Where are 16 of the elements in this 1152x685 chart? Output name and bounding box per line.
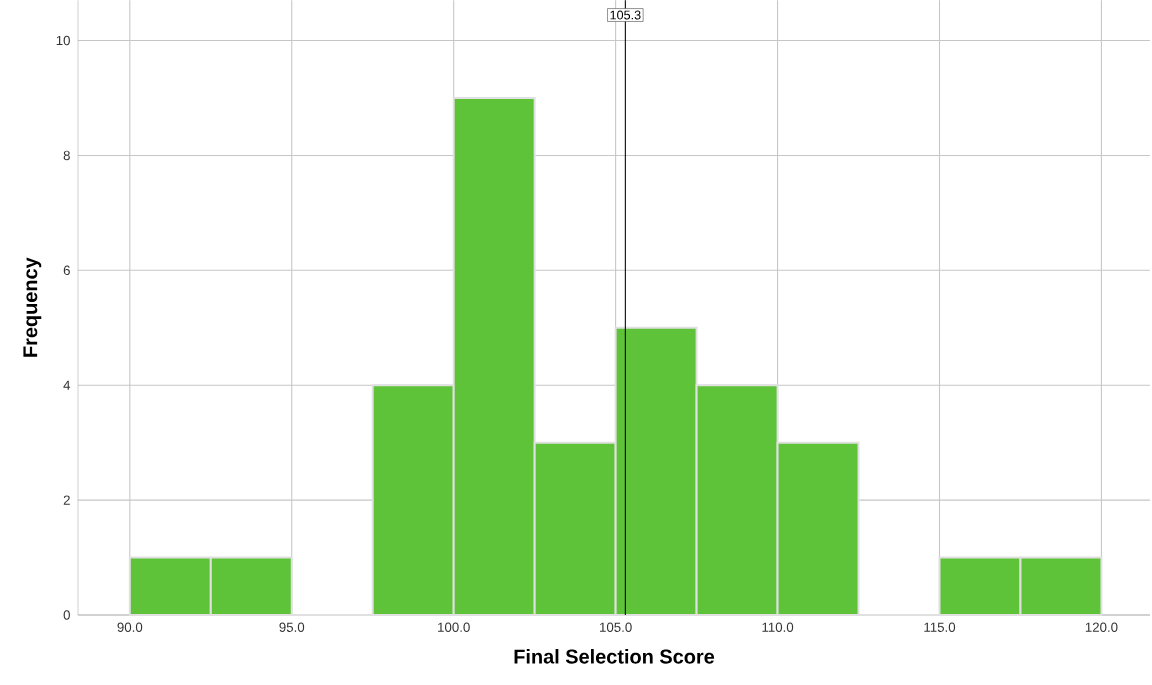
y-tick-label: 8 [63, 150, 70, 161]
ref-line-label: 105.3 [610, 10, 641, 20]
x-tick-label: 110.0 [762, 622, 794, 632]
y-tick-label: 6 [63, 265, 70, 276]
x-tick-label: 115.0 [924, 622, 956, 632]
x-axis-title: Final Selection Score [514, 649, 715, 664]
x-tick-label: 100.0 [438, 622, 470, 632]
y-tick-label: 0 [63, 610, 70, 620]
x-tick-label: 105.0 [600, 622, 632, 632]
x-tick-label: 95.0 [279, 622, 305, 632]
x-tick-label: 90.0 [117, 622, 143, 632]
y-tick-label: 10 [56, 35, 70, 46]
y-tick-label: 4 [63, 380, 71, 390]
x-tick-label: 120.0 [1085, 622, 1118, 632]
y-tick-label: 2 [63, 495, 70, 505]
y-axis-title: Frequency [23, 257, 42, 357]
